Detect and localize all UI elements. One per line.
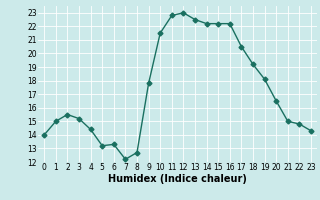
X-axis label: Humidex (Indice chaleur): Humidex (Indice chaleur) <box>108 174 247 184</box>
